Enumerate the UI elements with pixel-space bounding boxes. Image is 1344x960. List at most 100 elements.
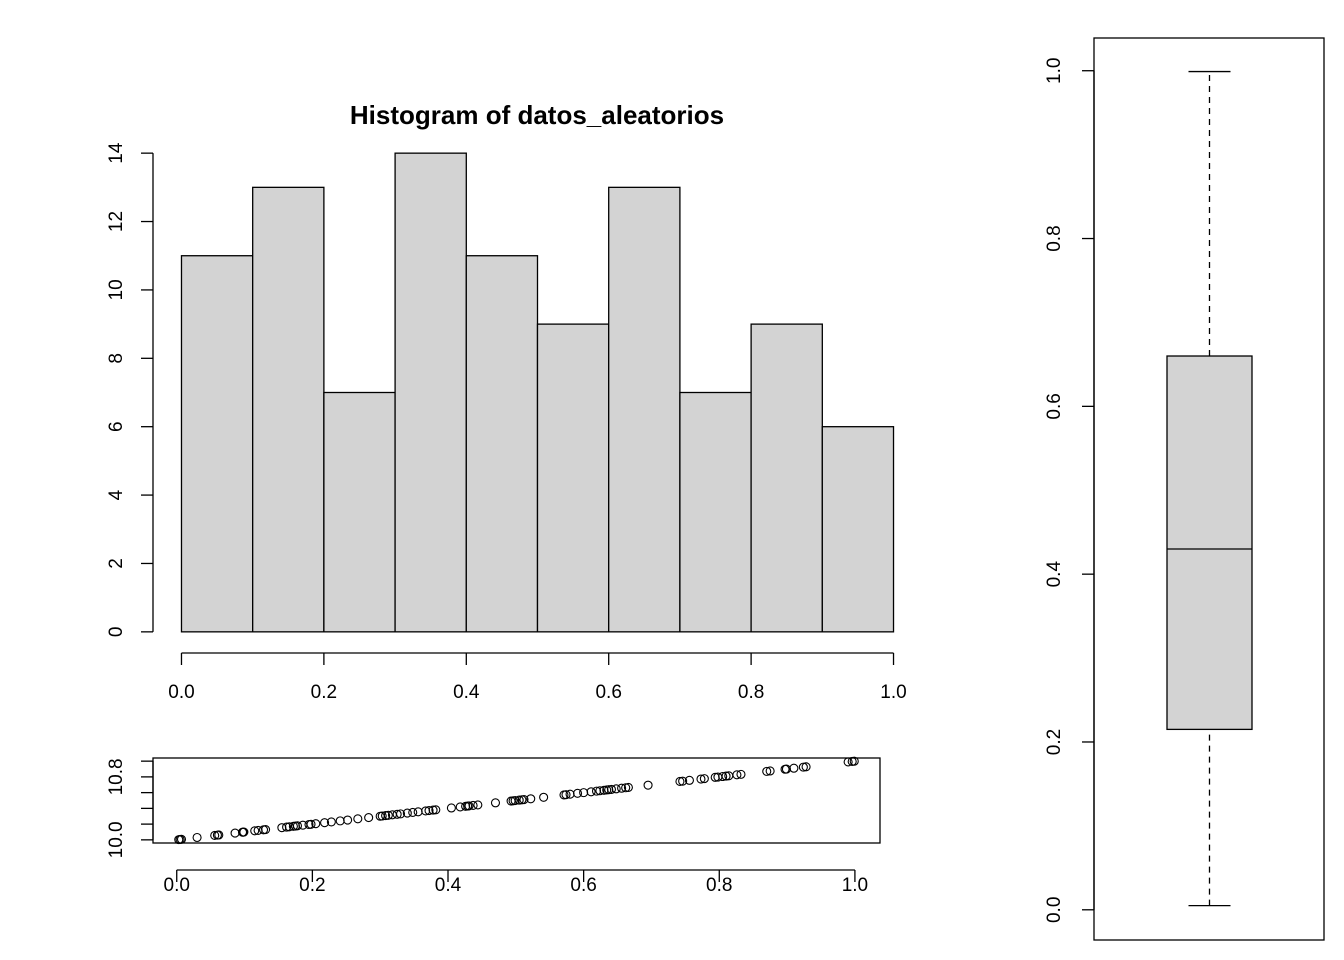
y-tick-label: 1.0 — [1044, 58, 1065, 84]
scatter-point — [843, 757, 853, 767]
scatter-point — [424, 806, 434, 816]
x-tick-label: 1.0 — [842, 875, 868, 896]
y-tick-label: 10.8 — [106, 758, 127, 795]
scatter-point — [210, 830, 220, 840]
y-tick-label: 4 — [106, 489, 127, 500]
scatter-point — [617, 783, 627, 793]
scatter-point — [561, 790, 571, 800]
scatter-point — [762, 766, 772, 776]
scatter-point — [736, 769, 746, 779]
scatter-point — [579, 788, 589, 798]
scatter-point — [732, 770, 742, 780]
scatter-point — [765, 766, 775, 776]
x-tick-label: 0.4 — [435, 875, 462, 896]
y-tick-label: 0.4 — [1044, 561, 1065, 588]
scatter-point — [320, 818, 330, 828]
y-tick-label: 8 — [106, 353, 127, 364]
scatter-point — [343, 815, 353, 825]
y-tick-label: 10.0 — [106, 821, 127, 858]
scatter-point — [606, 784, 616, 794]
x-tick-label: 1.0 — [880, 682, 906, 703]
x-tick-label: 0.0 — [164, 875, 190, 896]
y-tick-label: 0.6 — [1044, 393, 1065, 419]
x-tick-label: 0.6 — [570, 875, 596, 896]
scatter-point — [192, 832, 202, 843]
scatter-point — [413, 807, 423, 817]
y-tick-label: 12 — [106, 211, 127, 232]
scatter-point — [699, 774, 709, 784]
y-tick-label: 6 — [106, 421, 127, 432]
x-tick-label: 0.8 — [738, 682, 764, 703]
x-tick-label: 0.2 — [311, 682, 337, 703]
y-tick-label: 2 — [106, 558, 127, 569]
scatter-point — [176, 834, 187, 844]
scatter-point — [801, 762, 811, 772]
scatter-point — [214, 830, 224, 840]
scatter-point — [261, 824, 271, 835]
scatter-point — [621, 783, 631, 793]
histogram-bar — [180, 255, 254, 633]
scatter-point — [282, 822, 292, 832]
scatter-point — [490, 798, 501, 808]
histogram-bar — [608, 186, 681, 633]
scatter-point — [392, 809, 402, 819]
scatter-point — [643, 780, 653, 790]
scatter-point — [306, 819, 316, 829]
scatter-point — [446, 803, 456, 813]
scatter-point — [250, 826, 260, 836]
scatter-point — [230, 828, 240, 838]
scatter-point — [514, 795, 524, 805]
histogram-bar — [821, 426, 895, 633]
x-tick-label: 0.0 — [168, 682, 194, 703]
y-tick-label: 0 — [106, 627, 127, 638]
scatter-point — [464, 801, 474, 811]
scatter-point — [335, 816, 345, 826]
scatter-point — [696, 774, 706, 784]
box — [1166, 355, 1253, 731]
histogram-bar — [536, 323, 610, 633]
histogram-bar — [465, 255, 539, 633]
scatter-point — [238, 827, 248, 837]
scatter-point — [586, 787, 596, 797]
scatter-point — [675, 776, 685, 787]
scatter-point — [798, 762, 808, 772]
histogram-bar — [252, 186, 325, 633]
scatter-point — [292, 821, 303, 831]
x-tick-label: 0.2 — [299, 875, 325, 896]
scatter-point — [383, 810, 393, 820]
scatter-point — [431, 805, 441, 815]
scatter-point — [377, 811, 387, 821]
y-tick-label: 10 — [106, 279, 127, 300]
histogram-bar — [679, 391, 752, 633]
x-tick-label: 0.6 — [595, 682, 621, 703]
x-tick-label: 0.4 — [453, 682, 480, 703]
scatter-point — [789, 763, 799, 773]
histogram-bar — [750, 323, 823, 633]
scatter-point — [468, 800, 478, 811]
scatter-point — [510, 796, 520, 806]
histogram-bar — [323, 391, 396, 633]
scatter-point — [721, 771, 731, 781]
y-tick-label: 0.8 — [1044, 225, 1065, 251]
scatter-point — [849, 756, 859, 766]
scatter-point — [402, 808, 412, 818]
y-tick-label: 0.2 — [1044, 729, 1065, 755]
histogram-bar — [394, 152, 467, 633]
scatter-point — [428, 805, 438, 815]
chart-title: Histogram of datos_aleatorios — [350, 100, 724, 130]
scatter-point — [539, 792, 549, 802]
scatter-point — [311, 819, 321, 829]
scatter-point — [572, 788, 583, 798]
scatter-point — [473, 800, 483, 810]
scatter-point — [364, 813, 374, 823]
scatter-point — [718, 771, 728, 782]
scatter-point — [326, 817, 336, 827]
y-tick-label: 14 — [106, 142, 127, 164]
scatter-point — [623, 782, 633, 792]
scatter-point — [526, 794, 536, 804]
scatter-point — [678, 776, 688, 786]
scatter-point — [519, 795, 529, 805]
scatter-point — [408, 807, 418, 818]
